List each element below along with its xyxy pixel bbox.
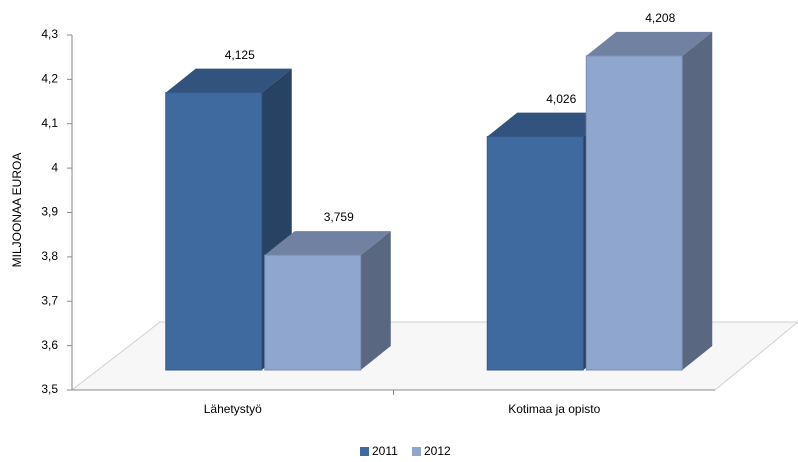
bar-top — [586, 31, 713, 56]
value-label: 4,208 — [645, 11, 675, 25]
bar-side — [360, 231, 391, 370]
y-tick-label: 3,5 — [41, 382, 58, 396]
bar-top — [264, 231, 391, 256]
y-tick-label: 3,7 — [41, 293, 58, 307]
bar — [486, 136, 584, 371]
y-tick-label: 3,6 — [41, 338, 58, 352]
value-label: 4,026 — [546, 92, 576, 106]
value-label: 4,125 — [225, 48, 255, 62]
bar — [165, 92, 263, 371]
legend-swatch — [412, 447, 421, 456]
bar-side — [682, 31, 713, 370]
x-tick-label: Lähetystyö — [204, 402, 262, 416]
y-tick-label: 4,2 — [41, 72, 58, 86]
y-tick-label: 4,1 — [41, 116, 58, 130]
y-tick-label: 4,3 — [41, 27, 58, 41]
y-tick-label: 3,8 — [41, 249, 58, 263]
y-tick-label: 4 — [51, 160, 58, 174]
y-tick-label: 3,9 — [41, 205, 58, 219]
legend-swatch — [360, 447, 369, 456]
legend-label: 2011 — [372, 444, 398, 458]
bar — [585, 55, 683, 371]
y-axis-title: MILJOONAA EUROA — [10, 153, 24, 268]
x-tick-label: Kotimaa ja opisto — [508, 402, 600, 416]
bar-top — [487, 112, 614, 137]
bar-top — [165, 68, 292, 93]
bar — [264, 254, 362, 371]
legend-label: 2012 — [424, 444, 451, 458]
value-label: 3,759 — [324, 210, 354, 224]
